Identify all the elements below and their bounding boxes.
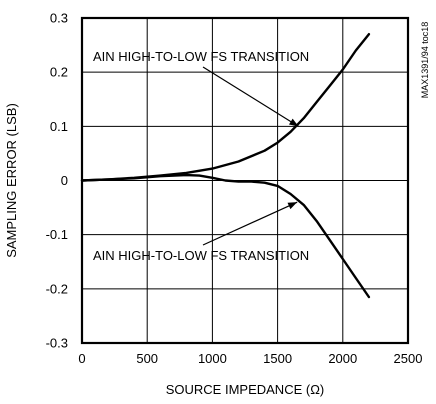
y-tick-label: 0 — [61, 173, 68, 188]
x-tick-label: 1500 — [263, 351, 292, 366]
y-tick-label: -0.3 — [46, 336, 68, 351]
x-tick-label: 1000 — [198, 351, 227, 366]
x-axis-title: SOURCE IMPEDANCE (Ω) — [166, 382, 325, 397]
y-tick-label: 0.1 — [50, 119, 68, 134]
annotation-leader — [202, 201, 298, 246]
annotation-leader — [202, 66, 299, 127]
y-tick-label: -0.2 — [46, 281, 68, 296]
annotation-label: AIN HIGH-TO-LOW FS TRANSITION — [93, 248, 309, 263]
series-group — [80, 33, 371, 299]
y-tick-labels: -0.3 -0.2 -0.1 0 0.1 0.2 0.3 — [46, 11, 68, 351]
x-tick-label: 0 — [78, 351, 85, 366]
annotation-arrowhead — [288, 118, 299, 127]
x-tick-label: 500 — [136, 351, 158, 366]
y-axis-title: SAMPLING ERROR (LSB) — [4, 103, 19, 258]
y-tick-label: 0.3 — [50, 11, 68, 26]
x-tick-label: 2000 — [328, 351, 357, 366]
figure-id-label: MAX1391/94 toc18 — [420, 22, 430, 99]
y-tick-label: -0.1 — [46, 227, 68, 242]
annotation-label: AIN HIGH-TO-LOW FS TRANSITION — [93, 49, 309, 64]
annotation-arrowhead — [287, 202, 298, 210]
x-tick-label: 2500 — [394, 351, 423, 366]
x-tick-labels: 0 500 1000 1500 2000 2500 — [78, 351, 422, 366]
annotations: AIN HIGH-TO-LOW FS TRANSITION AIN HIGH-TO… — [93, 49, 309, 263]
y-tick-label: 0.2 — [50, 65, 68, 80]
series-line — [80, 173, 371, 299]
plot-frame — [80, 16, 410, 345]
